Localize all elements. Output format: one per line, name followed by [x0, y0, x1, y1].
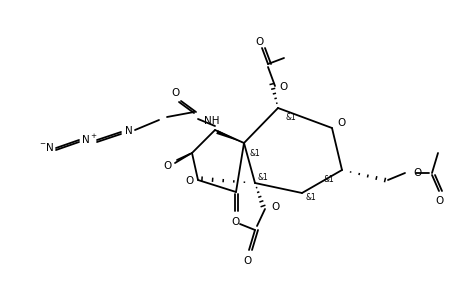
- Text: O: O: [413, 168, 421, 178]
- Polygon shape: [216, 130, 244, 143]
- Text: O: O: [171, 88, 179, 98]
- Text: &1: &1: [249, 148, 260, 157]
- Text: O: O: [244, 256, 252, 266]
- Text: &1: &1: [324, 176, 335, 184]
- Text: N: N: [125, 126, 133, 136]
- Text: O: O: [164, 161, 172, 171]
- Text: NH: NH: [204, 116, 220, 126]
- Text: &1: &1: [258, 173, 269, 181]
- Text: O: O: [185, 176, 193, 186]
- Text: &1: &1: [305, 194, 316, 203]
- Text: $^{-}$N: $^{-}$N: [39, 141, 55, 153]
- Text: O: O: [279, 82, 287, 92]
- Text: O: O: [232, 217, 240, 227]
- Text: N$^+$: N$^+$: [81, 132, 97, 146]
- Text: O: O: [256, 37, 264, 47]
- Text: O: O: [271, 202, 279, 212]
- Text: O: O: [436, 196, 444, 206]
- Text: O: O: [338, 118, 346, 128]
- Text: &1: &1: [286, 113, 297, 121]
